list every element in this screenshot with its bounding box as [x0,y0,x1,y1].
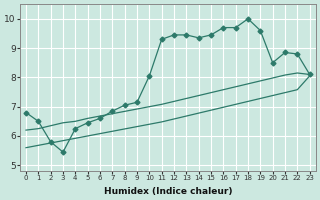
X-axis label: Humidex (Indice chaleur): Humidex (Indice chaleur) [104,187,232,196]
